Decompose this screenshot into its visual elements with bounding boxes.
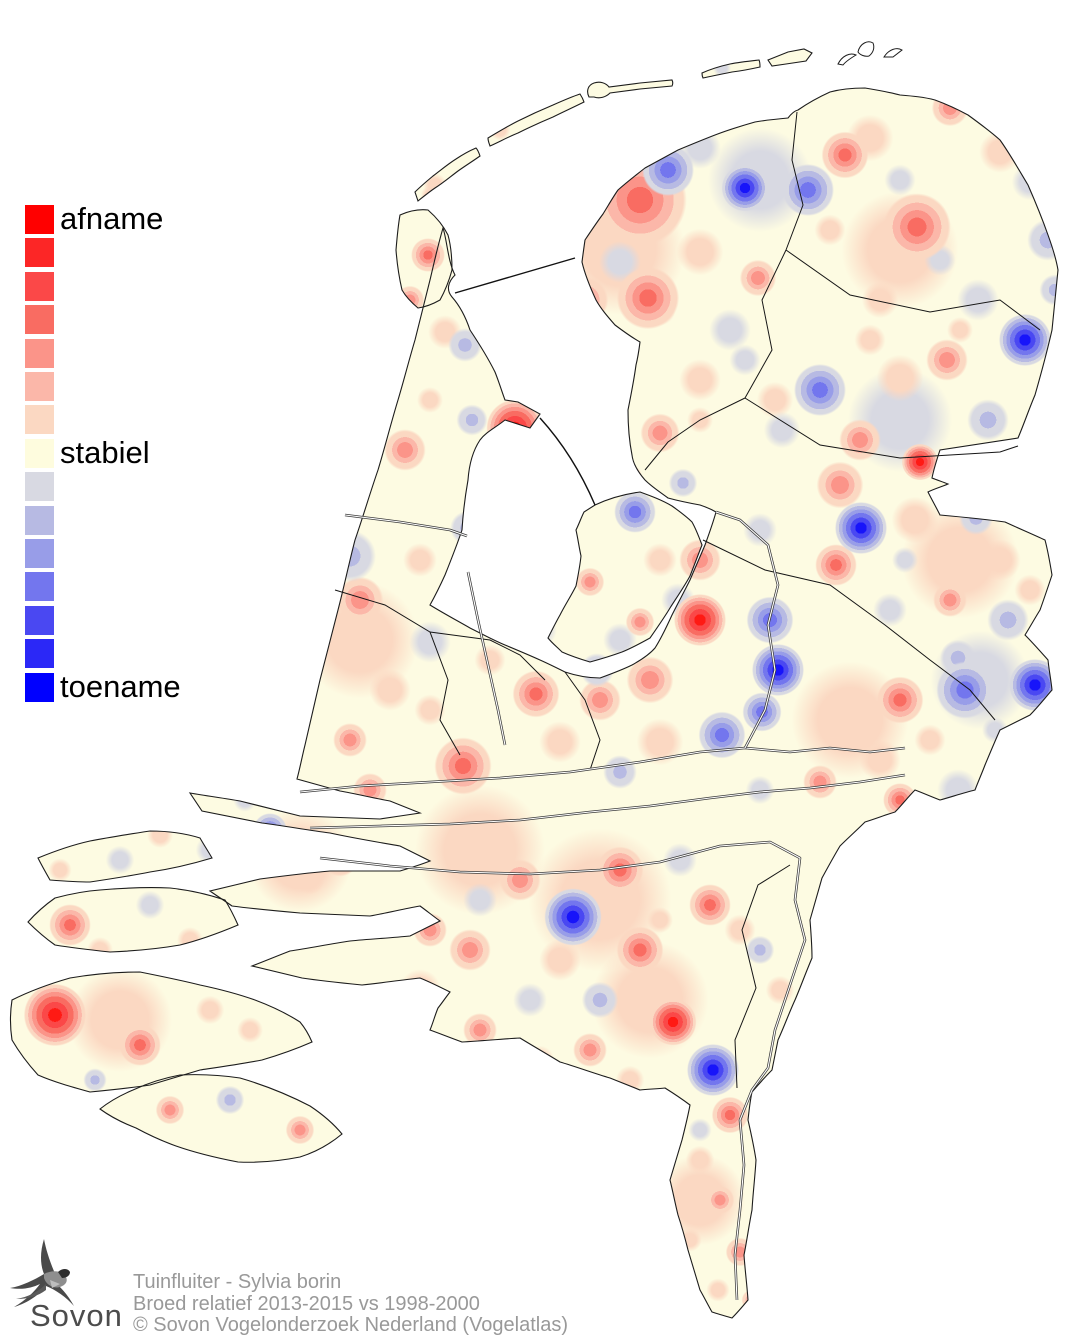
legend-swatch [25, 271, 54, 301]
islet-outline [837, 53, 858, 66]
legend-swatch [25, 672, 54, 702]
legend-swatch [25, 572, 54, 602]
legend-swatch [25, 639, 54, 669]
legend-swatch [25, 205, 54, 234]
legend-swatch [25, 305, 54, 335]
sovon-logo-text: Sovon [30, 1298, 123, 1333]
river-core [715, 511, 779, 749]
coastline [701, 59, 761, 79]
coastline [767, 48, 813, 67]
coastline [188, 87, 1059, 1319]
river-core [344, 514, 468, 537]
coastline [587, 79, 674, 99]
coastline [27, 887, 239, 953]
coastline [414, 147, 481, 202]
province-border [429, 631, 461, 756]
province-border [744, 249, 787, 399]
legend-swatch [25, 238, 54, 268]
legend-swatch [25, 505, 54, 535]
province-border [734, 864, 791, 1089]
river-core [467, 571, 506, 746]
islet-outline [857, 41, 875, 57]
river-core [299, 747, 906, 793]
map-caption: Tuinfluiter - Sylvia borin Broed relatie… [133, 1271, 569, 1337]
sovon-logo-swallow-icon [10, 1239, 74, 1307]
province-border [334, 589, 546, 681]
coastline [37, 830, 213, 883]
legend-swatch [25, 338, 54, 368]
caption-species: Tuinfluiter - Sylvia borin [133, 1271, 342, 1293]
coastline [9, 971, 313, 1093]
legend-swatch [25, 372, 54, 401]
province-border [564, 671, 601, 771]
legend-swatch [25, 438, 54, 468]
legend-swatch [25, 605, 54, 635]
legend-label-stabiel: stabiel [60, 434, 150, 470]
legend-label-afname: afname [60, 201, 164, 236]
legend-swatch [25, 539, 54, 568]
province-border [644, 397, 746, 471]
dike-line [454, 257, 576, 294]
province-border [785, 249, 1041, 331]
river-core [309, 774, 906, 829]
province-border [744, 397, 1019, 459]
dike-line [539, 417, 596, 506]
legend-swatch [25, 472, 54, 502]
caption-copyright: © Sovon Vogelonderzoek Nederland (Vogela… [133, 1314, 569, 1336]
legend-swatch [25, 405, 54, 435]
river-core [319, 841, 806, 1301]
province-border [702, 539, 996, 721]
province-border [785, 111, 804, 251]
legend-label-toename: toename [60, 668, 181, 704]
coastline [395, 209, 453, 309]
coastline [487, 93, 585, 147]
caption-survey: Broed relatief 2013-2015 vs 1998-2000 [133, 1292, 480, 1315]
coastline [99, 1074, 343, 1163]
coastline [547, 491, 703, 663]
islet-outline [883, 48, 903, 58]
